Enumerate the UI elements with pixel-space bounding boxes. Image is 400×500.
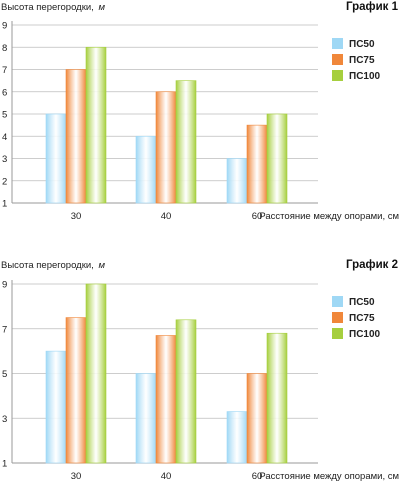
y-tick-label: 3 xyxy=(2,154,7,165)
y-axis-label-unit: м xyxy=(98,2,105,13)
bar-ПС50-40 xyxy=(135,135,157,204)
y-tick-label: 9 xyxy=(2,280,7,291)
x-tick-label: 60 xyxy=(252,211,263,222)
bar-ПС100-30 xyxy=(85,283,107,464)
x-tick-label: 30 xyxy=(71,211,82,222)
bar-ПС50-60 xyxy=(226,158,248,204)
bar-ПС75-30 xyxy=(65,69,87,204)
legend-label: ПС100 xyxy=(349,329,381,340)
y-tick-label: 5 xyxy=(2,110,7,121)
bar-ПС75-60 xyxy=(246,373,268,464)
y-tick-label: 5 xyxy=(2,369,7,380)
legend-swatch xyxy=(332,328,343,339)
bar-ПС100-60 xyxy=(266,113,288,204)
y-tick-label: 1 xyxy=(2,199,7,210)
y-tick-label: 4 xyxy=(2,132,7,143)
y-axis-label-text: Высота перегородки, xyxy=(1,260,94,271)
y-tick-label: 2 xyxy=(2,176,7,187)
y-tick-label: 1 xyxy=(2,459,7,470)
y-axis-label: Высота перегородки, м xyxy=(1,2,105,13)
bar-ПС75-30 xyxy=(65,317,87,464)
bar-ПС100-30 xyxy=(85,46,107,204)
chart-title: График 1 xyxy=(346,1,399,13)
legend-swatch xyxy=(332,312,343,323)
x-axis-title: Расстояние между опорами, см xyxy=(259,471,399,482)
x-tick-label: 40 xyxy=(161,211,172,222)
chart-1: Высота перегородки, м График 1 1 2 3 4 5 6 7 8 9… xyxy=(1,1,399,223)
bar-ПС50-30 xyxy=(45,350,67,464)
legend-swatch xyxy=(332,54,343,65)
y-tick-label: 8 xyxy=(2,43,7,54)
y-axis-label-unit: м xyxy=(98,260,105,271)
legend-label: ПС50 xyxy=(349,39,375,50)
legend-label: ПС100 xyxy=(349,71,381,82)
bar-ПС100-40 xyxy=(175,80,197,204)
legend-swatch xyxy=(332,38,343,49)
legend-label: ПС75 xyxy=(349,313,375,324)
bar-ПС75-60 xyxy=(246,124,268,204)
chart-2: Высота перегородки, м График 2 1 3 5 7 9 30 40… xyxy=(1,259,399,483)
y-tick-label: 6 xyxy=(2,87,7,98)
y-tick-label: 9 xyxy=(2,21,7,32)
legend-swatch xyxy=(332,70,343,81)
bar-ПС50-30 xyxy=(45,113,67,204)
bar-ПС100-60 xyxy=(266,332,288,464)
bar-ПС50-40 xyxy=(135,373,157,464)
y-tick-label: 7 xyxy=(2,65,7,76)
chart-title: График 2 xyxy=(346,259,398,271)
x-tick-label: 30 xyxy=(71,471,82,482)
y-axis-label: Высота перегородки, м xyxy=(1,260,105,271)
x-tick-label: 40 xyxy=(161,471,172,482)
y-tick-label: 3 xyxy=(2,414,7,425)
x-axis-title: Расстояние между опорами, см xyxy=(259,211,399,222)
bar-ПС50-60 xyxy=(226,411,248,464)
y-tick-label: 7 xyxy=(2,324,7,335)
legend-swatch xyxy=(332,296,343,307)
bar-ПС75-40 xyxy=(155,335,177,464)
legend-label: ПС50 xyxy=(349,297,375,308)
x-tick-label: 60 xyxy=(252,471,263,482)
bar-ПС75-40 xyxy=(155,91,177,204)
legend-label: ПС75 xyxy=(349,55,375,66)
y-axis-label-text: Высота перегородки, xyxy=(1,2,94,13)
bar-ПС100-40 xyxy=(175,319,197,464)
